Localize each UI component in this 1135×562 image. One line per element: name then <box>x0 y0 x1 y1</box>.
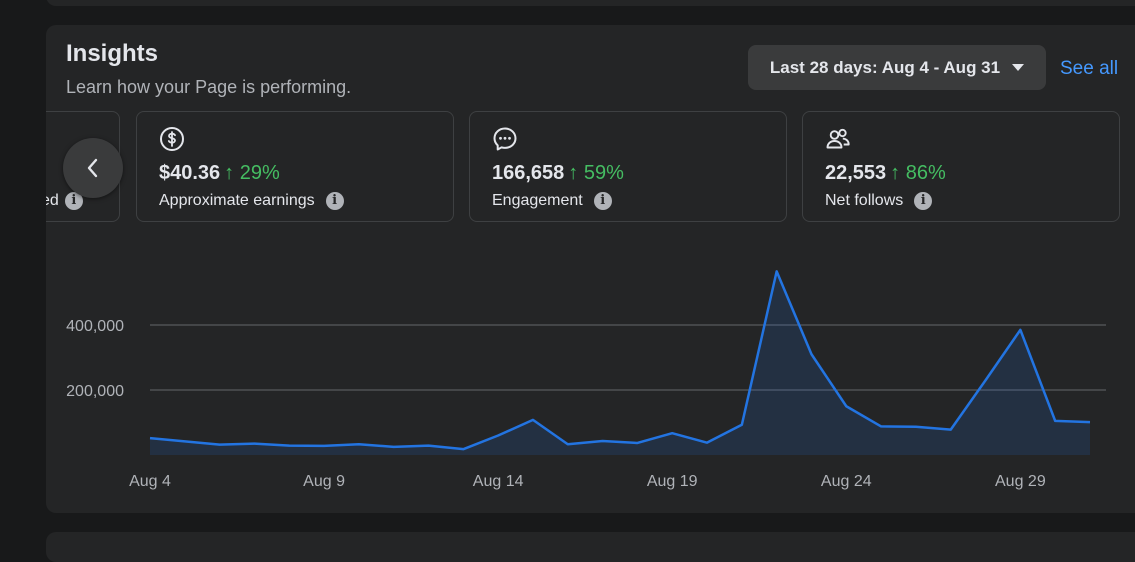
data-point <box>183 439 187 443</box>
metric-label: ed <box>46 192 59 209</box>
y-tick-label: 200,000 <box>66 383 124 400</box>
data-point <box>218 443 222 447</box>
data-point <box>844 404 848 408</box>
info-icon[interactable]: i <box>593 192 612 210</box>
chevron-left-icon <box>87 158 98 178</box>
series-line <box>149 270 1091 451</box>
metric-card-net-follows[interactable]: 22,553 ↑ 86% Net follows i <box>802 111 1120 222</box>
y-tick-label: 400,000 <box>66 318 124 335</box>
data-point <box>566 442 570 446</box>
info-icon[interactable]: i <box>64 192 83 210</box>
metric-value: $40.36 ↑ 29% <box>159 162 280 185</box>
chat-bubble-icon <box>493 127 517 151</box>
data-point <box>461 447 465 451</box>
x-tick-label: Aug 4 <box>129 473 171 490</box>
data-point <box>740 423 744 427</box>
x-tick-label: Aug 9 <box>303 473 345 490</box>
see-all-link[interactable]: See all <box>1060 58 1119 79</box>
x-tick-label: Aug 29 <box>995 473 1046 490</box>
data-point <box>252 442 256 446</box>
info-icon[interactable]: i <box>914 192 933 210</box>
engagement-change: ↑ 59% <box>568 162 624 184</box>
data-point <box>496 434 500 438</box>
metric-card-engagement[interactable]: 166,658 ↑ 59% Engagement i <box>469 111 787 222</box>
data-point <box>809 352 813 356</box>
earnings-label: Approximate earnings <box>159 192 315 209</box>
series-area <box>150 271 1090 455</box>
engagement-value: 166,658 <box>492 162 565 184</box>
data-point <box>357 442 361 446</box>
data-point <box>392 445 396 449</box>
data-point <box>984 378 988 382</box>
metrics-carousel: ed i $40.36↑ 29% Approximate earnings i <box>46 111 1135 224</box>
data-point <box>1088 420 1092 424</box>
data-point <box>148 436 152 440</box>
info-icon[interactable]: i <box>325 192 344 210</box>
previous-card-edge <box>46 0 1135 6</box>
x-tick-label: Aug 24 <box>821 473 872 490</box>
data-point <box>322 444 326 448</box>
net-follows-label: Net follows <box>825 192 904 209</box>
data-point <box>949 428 953 432</box>
dollar-circle-icon <box>160 127 184 151</box>
data-point <box>670 431 674 435</box>
metric-value: 166,658 ↑ 59% <box>492 162 624 185</box>
caret-down-icon <box>1012 64 1025 71</box>
data-point <box>1018 328 1022 332</box>
metric-value: 22,553 ↑ 86% <box>825 162 946 185</box>
data-point <box>1053 419 1057 423</box>
insights-card: Insights Learn how your Page is performi… <box>46 25 1135 513</box>
date-range-dropdown[interactable]: Last 28 days: Aug 4 - Aug 31 <box>748 45 1046 90</box>
earnings-change: ↑ 29% <box>224 162 280 184</box>
net-follows-change: ↑ 86% <box>890 162 946 184</box>
net-follows-value: 22,553 <box>825 162 887 184</box>
data-point <box>705 441 709 445</box>
data-point <box>635 441 639 445</box>
data-point <box>427 444 431 448</box>
people-icon <box>826 128 850 149</box>
data-point <box>914 425 918 429</box>
insights-subtitle: Learn how your Page is performing. <box>66 77 352 97</box>
x-tick-label: Aug 14 <box>473 473 524 490</box>
data-point <box>287 444 291 448</box>
engagement-label: Engagement <box>492 192 583 209</box>
earnings-value: $40.36 <box>159 162 221 184</box>
next-card-edge <box>46 532 1135 562</box>
metric-card-earnings[interactable]: $40.36 ↑ 29% Approximate earnings i <box>136 111 454 222</box>
date-range-label: Last 28 days: Aug 4 - Aug 31 <box>769 57 1001 77</box>
data-point <box>879 424 883 428</box>
carousel-prev-button[interactable] <box>63 138 123 198</box>
data-point <box>775 269 779 273</box>
data-point <box>531 418 535 422</box>
insights-chart: 200,000 400,000 Aug 4 Aug 9 Aug 14 Aug 19 Aug … <box>66 269 1106 490</box>
data-point <box>601 439 605 443</box>
insights-title: Insights <box>66 40 159 67</box>
x-tick-label: Aug 19 <box>647 473 698 490</box>
